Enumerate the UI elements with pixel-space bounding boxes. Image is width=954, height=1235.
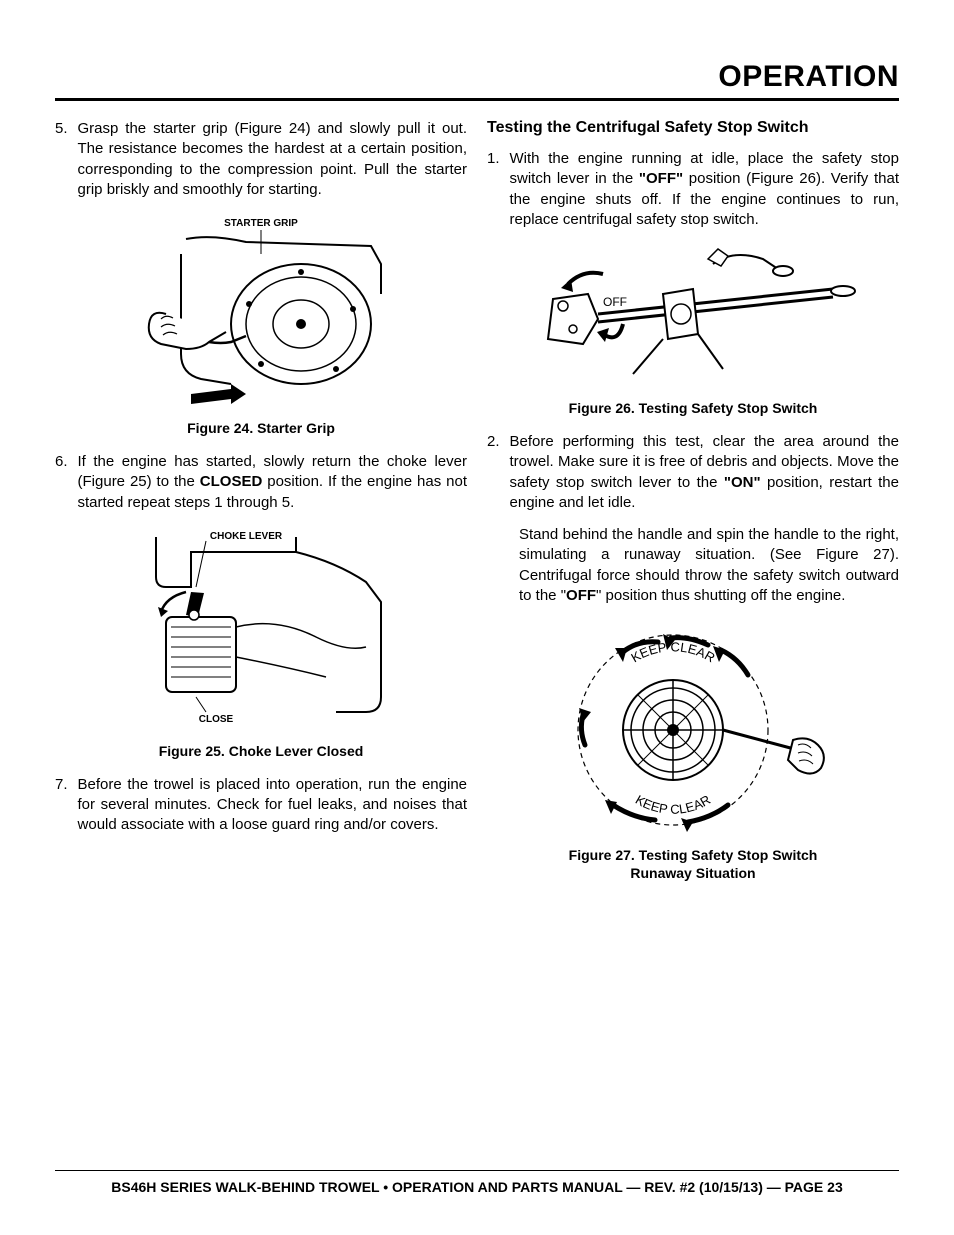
- page-title: OPERATION: [718, 60, 899, 93]
- choke-lever-illustration: CHOKE LEVER: [136, 527, 386, 737]
- figure-caption: Figure 27. Testing Safety Stop SwitchRun…: [487, 846, 899, 882]
- step-6: 6. If the engine has started, slowly ret…: [55, 452, 467, 513]
- step-7: 7. Before the trowel is placed into oper…: [55, 775, 467, 836]
- step-text: Before performing this test, clear the a…: [510, 432, 899, 513]
- figure-26: OFF Figure 26. T: [487, 244, 899, 416]
- sub-paragraph: Stand behind the handle and spin the han…: [519, 525, 899, 606]
- step-text: Grasp the starter grip (Figure 24) and s…: [78, 119, 467, 200]
- bold-text: OFF: [566, 587, 596, 604]
- keep-clear-bottom: KEEP CLEAR: [633, 792, 713, 817]
- step-number: 2.: [487, 432, 510, 513]
- off-label: OFF: [603, 295, 627, 309]
- step-text: With the engine running at idle, place t…: [510, 149, 899, 230]
- step-number: 5.: [55, 119, 78, 200]
- two-column-layout: 5. Grasp the starter grip (Figure 24) an…: [55, 119, 899, 898]
- right-column: Testing the Centrifugal Safety Stop Swit…: [487, 119, 899, 898]
- figure-label-top: CHOKE LEVER: [210, 531, 283, 542]
- step-text: If the engine has started, slowly return…: [78, 452, 467, 513]
- step-5: 5. Grasp the starter grip (Figure 24) an…: [55, 119, 467, 200]
- page-footer: BS46H SERIES WALK-BEHIND TROWEL • OPERAT…: [55, 1170, 899, 1195]
- figure-caption: Figure 24. Starter Grip: [55, 420, 467, 436]
- bold-text: CLOSED: [200, 473, 263, 490]
- step-number: 6.: [55, 452, 78, 513]
- caption-text: Figure 27. Testing Safety Stop SwitchRun…: [569, 847, 818, 881]
- figure-caption: Figure 26. Testing Safety Stop Switch: [487, 400, 899, 416]
- left-column: 5. Grasp the starter grip (Figure 24) an…: [55, 119, 467, 898]
- figure-25: CHOKE LEVER: [55, 527, 467, 759]
- page-header: OPERATION: [55, 60, 899, 101]
- starter-grip-illustration: STARTER GRIP: [131, 214, 391, 414]
- step-r1: 1. With the engine running at idle, plac…: [487, 149, 899, 230]
- figure-24: STARTER GRIP: [55, 214, 467, 436]
- step-text: Before the trowel is placed into operati…: [78, 775, 467, 836]
- step-number: 7.: [55, 775, 78, 836]
- bold-text: "ON": [724, 474, 761, 491]
- section-heading: Testing the Centrifugal Safety Stop Swit…: [487, 119, 899, 137]
- bold-text: "OFF": [639, 170, 683, 187]
- figure-label: STARTER GRIP: [224, 218, 298, 229]
- text-segment: " position thus shutting off the engine.: [596, 587, 845, 604]
- figure-caption: Figure 25. Choke Lever Closed: [55, 743, 467, 759]
- figure-label-bottom: CLOSE: [199, 714, 234, 725]
- safety-stop-switch-illustration: OFF: [513, 244, 873, 394]
- runaway-illustration: KEEP CLEAR KEEP CLEAR: [543, 620, 843, 840]
- step-number: 1.: [487, 149, 510, 230]
- step-r2: 2. Before performing this test, clear th…: [487, 432, 899, 513]
- figure-27: KEEP CLEAR KEEP CLEAR Figure 27. Testing…: [487, 620, 899, 882]
